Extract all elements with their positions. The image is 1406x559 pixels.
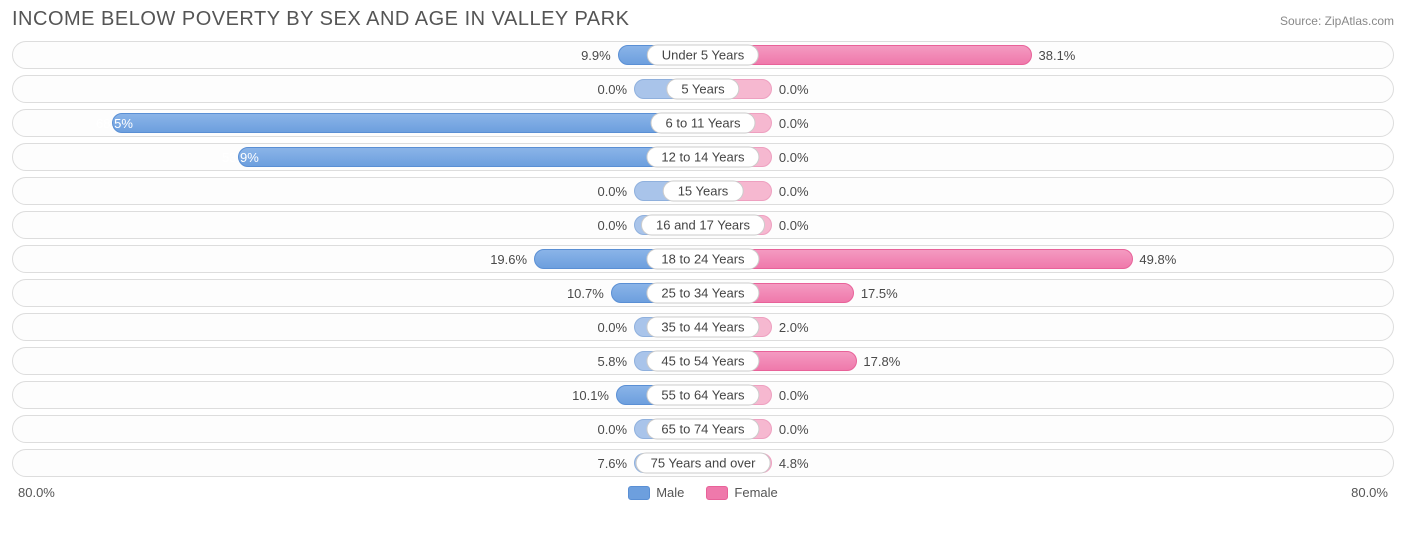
female-value-label: 17.8% [863,348,900,374]
chart-row: 0.0% 0.0% 5 Years [12,75,1394,103]
chart-row: 53.9% 0.0% 12 to 14 Years [12,143,1394,171]
male-value-label: 0.0% [597,212,627,238]
chart-row: 0.0% 2.0% 35 to 44 Years [12,313,1394,341]
male-half: 19.6% [13,246,703,272]
male-half: 9.9% [13,42,703,68]
category-label: Under 5 Years [647,45,759,66]
male-half: 68.5% [13,110,703,136]
male-half: 53.9% [13,144,703,170]
category-label: 6 to 11 Years [651,113,756,134]
female-half: 0.0% [703,110,1393,136]
female-value-label: 2.0% [779,314,809,340]
female-value-label: 0.0% [779,144,809,170]
female-bar [703,249,1133,269]
female-half: 49.8% [703,246,1393,272]
female-value-label: 0.0% [779,416,809,442]
category-label: 45 to 54 Years [646,351,759,372]
category-label: 65 to 74 Years [646,419,759,440]
legend: Male Female [628,485,778,500]
male-value-label: 0.0% [597,76,627,102]
chart-row: 9.9% 38.1% Under 5 Years [12,41,1394,69]
female-half: 0.0% [703,76,1393,102]
chart-row: 19.6% 49.8% 18 to 24 Years [12,245,1394,273]
male-half: 0.0% [13,314,703,340]
female-swatch-icon [706,486,728,500]
male-half: 0.0% [13,212,703,238]
male-value-label: 53.9% [222,144,259,170]
female-value-label: 0.0% [779,178,809,204]
male-half: 7.6% [13,450,703,476]
male-bar [112,113,703,133]
legend-female-label: Female [734,485,777,500]
category-label: 55 to 64 Years [646,385,759,406]
female-half: 2.0% [703,314,1393,340]
male-value-label: 10.7% [567,280,604,306]
diverging-bar-chart: 9.9% 38.1% Under 5 Years 0.0% 0.0% 5 Years 68.… [12,41,1394,477]
category-label: 35 to 44 Years [646,317,759,338]
chart-title: INCOME BELOW POVERTY BY SEX AND AGE IN V… [12,8,629,31]
female-value-label: 0.0% [779,110,809,136]
chart-row: 10.1% 0.0% 55 to 64 Years [12,381,1394,409]
legend-male-label: Male [656,485,684,500]
category-label: 15 Years [663,181,744,202]
female-value-label: 17.5% [861,280,898,306]
female-half: 38.1% [703,42,1393,68]
female-value-label: 0.0% [779,76,809,102]
axis-max-right: 80.0% [1351,485,1388,500]
male-half: 10.1% [13,382,703,408]
male-bar [238,147,703,167]
male-half: 5.8% [13,348,703,374]
male-value-label: 0.0% [597,178,627,204]
male-value-label: 5.8% [597,348,627,374]
male-half: 10.7% [13,280,703,306]
chart-row: 0.0% 0.0% 15 Years [12,177,1394,205]
chart-row: 0.0% 0.0% 65 to 74 Years [12,415,1394,443]
female-half: 17.8% [703,348,1393,374]
category-label: 25 to 34 Years [646,283,759,304]
male-half: 0.0% [13,178,703,204]
female-value-label: 0.0% [779,382,809,408]
female-value-label: 4.8% [779,450,809,476]
female-half: 0.0% [703,144,1393,170]
category-label: 5 Years [666,79,739,100]
male-value-label: 9.9% [581,42,611,68]
male-swatch-icon [628,486,650,500]
legend-male: Male [628,485,684,500]
male-value-label: 19.6% [490,246,527,272]
chart-row: 10.7% 17.5% 25 to 34 Years [12,279,1394,307]
male-value-label: 68.5% [96,110,133,136]
male-value-label: 0.0% [597,314,627,340]
category-label: 18 to 24 Years [646,249,759,270]
female-value-label: 49.8% [1139,246,1176,272]
chart-row: 7.6% 4.8% 75 Years and over [12,449,1394,477]
chart-header: INCOME BELOW POVERTY BY SEX AND AGE IN V… [12,8,1394,31]
male-half: 0.0% [13,416,703,442]
category-label: 16 and 17 Years [641,215,765,236]
female-half: 4.8% [703,450,1393,476]
male-value-label: 10.1% [572,382,609,408]
female-half: 17.5% [703,280,1393,306]
male-value-label: 7.6% [597,450,627,476]
female-value-label: 0.0% [779,212,809,238]
female-value-label: 38.1% [1039,42,1076,68]
female-half: 0.0% [703,416,1393,442]
male-half: 0.0% [13,76,703,102]
female-half: 0.0% [703,212,1393,238]
axis-max-left: 80.0% [18,485,55,500]
category-label: 12 to 14 Years [646,147,759,168]
category-label: 75 Years and over [636,453,771,474]
chart-row: 68.5% 0.0% 6 to 11 Years [12,109,1394,137]
female-half: 0.0% [703,178,1393,204]
chart-row: 0.0% 0.0% 16 and 17 Years [12,211,1394,239]
male-value-label: 0.0% [597,416,627,442]
female-half: 0.0% [703,382,1393,408]
axis-legend-row: 80.0% Male Female 80.0% [12,483,1394,500]
legend-female: Female [706,485,777,500]
chart-source: Source: ZipAtlas.com [1280,14,1394,28]
chart-row: 5.8% 17.8% 45 to 54 Years [12,347,1394,375]
